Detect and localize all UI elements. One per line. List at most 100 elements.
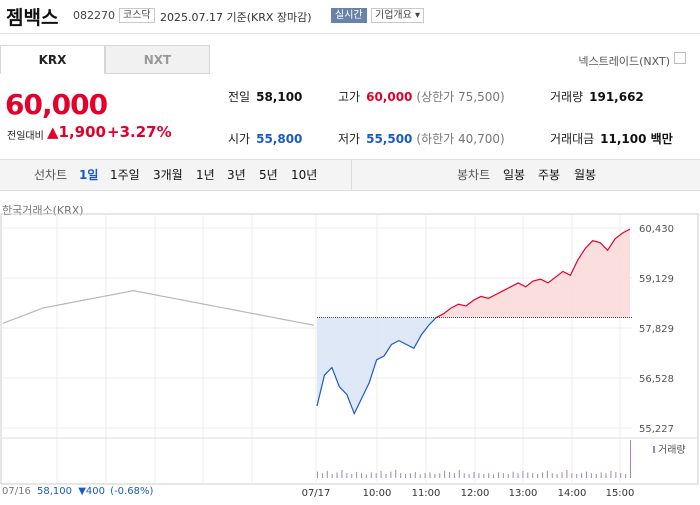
volume-bar bbox=[405, 474, 407, 478]
volume-bar bbox=[444, 470, 446, 478]
stat-amount-label: 거래대금 bbox=[550, 132, 595, 146]
volume-bar bbox=[380, 470, 382, 478]
as-of-date: 2025.07.17 기준(KRX 장마감) bbox=[160, 11, 312, 24]
volume-bar bbox=[390, 471, 392, 478]
volume-bar bbox=[551, 473, 553, 478]
volume-bar bbox=[317, 471, 318, 478]
tab-krx[interactable]: KRX bbox=[0, 45, 105, 74]
x-tick-label: 14:00 bbox=[558, 488, 587, 499]
stat-open-value: 55,800 bbox=[256, 132, 303, 146]
volume-bar bbox=[566, 470, 568, 478]
stock-code: 082270 bbox=[73, 9, 115, 22]
volume-bar bbox=[385, 474, 387, 478]
volume-bar bbox=[370, 472, 372, 478]
y-tick-label: 57,829 bbox=[639, 324, 674, 335]
volume-bar bbox=[497, 472, 499, 478]
stat-low-label: 저가 bbox=[338, 132, 361, 146]
stat-high-value: 60,000 bbox=[366, 90, 413, 104]
line-chart-label: 선차트 bbox=[34, 168, 68, 182]
prev-day-change: ▼400 bbox=[78, 486, 105, 497]
period-3y[interactable]: 3년 bbox=[227, 168, 246, 182]
volume-bar bbox=[449, 472, 451, 478]
volume-bar bbox=[532, 473, 534, 478]
volume-legend-swatch bbox=[653, 446, 655, 453]
period-3m[interactable]: 3개월 bbox=[153, 168, 183, 182]
volume-bar bbox=[356, 472, 358, 478]
stat-volume-value: 191,662 bbox=[589, 90, 644, 104]
volume-bar bbox=[351, 474, 353, 478]
volume-bar bbox=[331, 474, 333, 478]
nextrade-link[interactable]: 넥스트레이드(NXT) bbox=[578, 55, 670, 68]
period-1d[interactable]: 1일 bbox=[79, 168, 99, 182]
stat-low: 저가 55,500 (하한가 40,700) bbox=[338, 130, 505, 147]
volume-bar bbox=[473, 472, 475, 478]
change-amount: ▲1,900 bbox=[47, 123, 106, 141]
tab-nxt[interactable]: NXT bbox=[105, 45, 210, 74]
stat-amount-value: 11,100 백만 bbox=[600, 132, 673, 146]
prev-day-summary: 07/16 58,100 ▼400 (-0.68%) bbox=[2, 486, 153, 497]
volume-bar bbox=[556, 474, 558, 478]
stat-lower-limit: (하한가 40,700) bbox=[416, 132, 505, 146]
stat-upper-limit: (상한가 75,500) bbox=[416, 90, 505, 104]
volume-bar bbox=[595, 474, 597, 478]
volume-bar bbox=[541, 472, 543, 478]
area-above-baseline bbox=[436, 229, 630, 318]
volume-bar bbox=[581, 473, 583, 478]
change-percent: +3.27% bbox=[107, 123, 172, 141]
volume-bar bbox=[346, 473, 348, 478]
series-today-up-line bbox=[435, 228, 631, 319]
volume-bar bbox=[414, 472, 416, 478]
candle-weekly[interactable]: 주봉 bbox=[538, 168, 561, 182]
stat-prev-value: 58,100 bbox=[256, 90, 303, 104]
volume-bar bbox=[502, 473, 504, 478]
volume-bar bbox=[439, 473, 441, 478]
x-tick-label: 12:00 bbox=[461, 488, 490, 499]
volume-bar bbox=[336, 472, 338, 478]
x-tick-label: 10:00 bbox=[363, 488, 392, 499]
volume-bar bbox=[458, 470, 460, 478]
candle-chart-label: 봉차트 bbox=[457, 168, 491, 182]
period-bar: 선차트 1일 1주일 3개월 1년 3년 5년 10년 봉차트 일봉 주봉 월봉 bbox=[0, 159, 700, 191]
volume-bar bbox=[571, 473, 573, 478]
volume-bar bbox=[585, 471, 587, 478]
area-below-baseline bbox=[317, 317, 437, 414]
x-tick-label: 07/17 bbox=[302, 488, 331, 499]
period-1w[interactable]: 1주일 bbox=[110, 168, 140, 182]
volume-bar bbox=[600, 472, 602, 478]
volume-bar bbox=[434, 474, 436, 478]
nextrade-checkbox[interactable] bbox=[674, 52, 686, 64]
period-10y[interactable]: 10년 bbox=[291, 168, 318, 182]
volume-bar bbox=[321, 473, 323, 478]
stat-high: 고가 60,000 (상한가 75,500) bbox=[338, 88, 505, 105]
period-5y[interactable]: 5년 bbox=[259, 168, 278, 182]
volume-bar bbox=[527, 472, 529, 478]
x-tick-label: 15:00 bbox=[606, 488, 635, 499]
prev-day-close: 58,100 bbox=[37, 486, 73, 497]
stat-open: 시가 55,800 bbox=[228, 130, 302, 147]
volume-bar bbox=[537, 474, 539, 478]
series-today-down-line bbox=[316, 317, 437, 416]
volume-bar bbox=[463, 473, 465, 478]
prev-day-date: 07/16 bbox=[2, 486, 31, 497]
volume-bar bbox=[576, 474, 578, 478]
volume-bar bbox=[561, 472, 563, 478]
change-label: 전일대비 bbox=[7, 131, 44, 142]
realtime-button[interactable]: 실시간 bbox=[331, 8, 367, 23]
period-1y[interactable]: 1년 bbox=[196, 168, 215, 182]
candle-daily[interactable]: 일봉 bbox=[503, 168, 526, 182]
volume-bar bbox=[625, 474, 627, 478]
period-divider bbox=[351, 160, 352, 191]
candle-monthly[interactable]: 월봉 bbox=[574, 168, 597, 182]
volume-bar bbox=[620, 473, 622, 478]
current-price: 60,000 bbox=[5, 88, 108, 121]
market-badge: 코스닥 bbox=[119, 8, 155, 23]
volume-bar bbox=[361, 473, 363, 478]
volume-bar bbox=[395, 470, 397, 478]
volume-bar bbox=[517, 473, 519, 478]
volume-bar bbox=[512, 471, 514, 478]
volume-bar bbox=[341, 470, 343, 478]
company-overview-dropdown[interactable]: 기업개요 ▾ bbox=[371, 8, 424, 23]
volume-bar bbox=[409, 473, 411, 478]
volume-bar bbox=[630, 440, 631, 478]
